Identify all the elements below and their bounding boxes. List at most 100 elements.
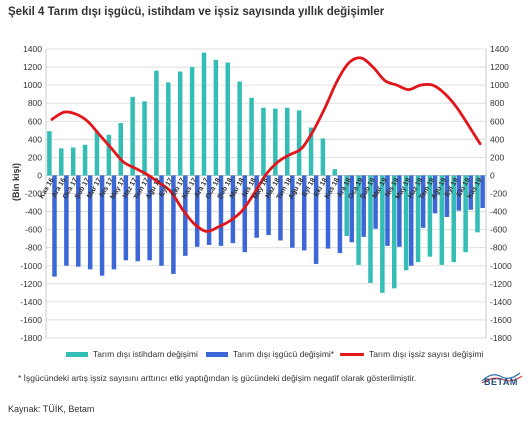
y-tick-label-right: 1400 xyxy=(490,44,509,54)
employment-bar xyxy=(94,131,100,176)
y-tick-label-right: -1200 xyxy=(490,279,512,289)
y-tick-label-right: -600 xyxy=(490,225,507,235)
employment-bar xyxy=(415,175,421,263)
y-tick-label-right: 200 xyxy=(490,152,504,162)
employment-bar xyxy=(189,67,195,176)
chart-title: Şekil 4 Tarım dışı işgücü, istihdam ve i… xyxy=(8,6,385,18)
y-tick-label-left: -800 xyxy=(25,243,42,253)
y-tick-label-left: -1200 xyxy=(20,279,42,289)
laborforce-bar xyxy=(111,175,117,270)
employment-bar xyxy=(368,175,373,283)
y-tick-label-left: 400 xyxy=(28,134,42,144)
laborforce-bar xyxy=(135,175,140,262)
y-tick-label-left: 200 xyxy=(28,152,42,162)
y-tick-label-right: 400 xyxy=(490,134,504,144)
employment-bar xyxy=(237,81,242,176)
legend-item-laborforce: Tarım dışı işgücü değişimi* xyxy=(206,349,334,359)
y-tick-label-right: -200 xyxy=(490,189,507,199)
laborforce-bar xyxy=(123,175,129,261)
y-tick-label-right: 0 xyxy=(490,170,495,180)
y-tick-label-left: 1400 xyxy=(23,44,42,54)
y-tick-label-right: -1600 xyxy=(490,315,512,325)
y-tick-label-left: 800 xyxy=(28,98,42,108)
employment-bar xyxy=(213,59,219,176)
employment-bar xyxy=(201,52,207,176)
y-axis-right: 1400 1200 1000 800 600 400 200 0 -200 -400 -600 -80… xyxy=(490,44,512,343)
y-tick-label-right: -400 xyxy=(490,207,507,217)
employment-bar xyxy=(344,175,349,236)
laborforce-bar xyxy=(159,175,164,266)
betam-logo: BETAM xyxy=(480,369,524,387)
employment-bar xyxy=(356,175,361,265)
chart-canvas: 1400 1200 1000 800 600 400 200 0 -200 -400 -600 -80… xyxy=(11,44,512,343)
y-tick-label-right: 600 xyxy=(490,116,504,126)
laborforce-bar xyxy=(325,175,331,249)
laborforce-bar xyxy=(147,175,152,261)
footnote: * İşgücündeki artış işsiz sayısını arttı… xyxy=(18,373,417,383)
employment-bar xyxy=(225,62,231,176)
laborforce-bar xyxy=(99,175,105,276)
laborforce-bar xyxy=(254,175,259,238)
employment-bar xyxy=(308,127,314,176)
legend-label-laborforce: Tarım dışı işgücü değişimi* xyxy=(233,349,335,359)
y-tick-label-right: -1800 xyxy=(490,333,512,343)
laborforce-bar xyxy=(87,175,93,270)
employment-bar xyxy=(392,175,397,289)
laborforce-bar xyxy=(290,175,295,248)
employment-bar xyxy=(284,107,290,176)
laborforce-bar xyxy=(397,175,402,247)
employment-bar xyxy=(475,175,480,233)
laborforce-bar xyxy=(218,175,224,246)
laborforce-bar xyxy=(444,175,450,217)
source-note: Kaynak: TÜİK, Betam xyxy=(8,404,95,414)
y-tick-label-left: -1800 xyxy=(20,333,42,343)
legend-label-employment: Tarım dışı istihdam değişimi xyxy=(93,349,198,359)
y-tick-label-right: 800 xyxy=(490,98,504,108)
employment-bar xyxy=(47,131,52,176)
y-tick-label-left: 1200 xyxy=(23,62,42,72)
y-axis-left: 1400 1200 1000 800 600 400 200 0 -200 -400 -600 -80… xyxy=(20,44,42,343)
laborforce-bar xyxy=(230,175,236,244)
employment-bar xyxy=(249,97,254,176)
laborforce-bar xyxy=(64,175,69,266)
y-tick-label-left: -1000 xyxy=(20,261,42,271)
laborforce-bar xyxy=(361,175,366,237)
y-tick-label-right: -1400 xyxy=(490,297,512,307)
legend-label-unemployed: Tarım dışı işsiz sayısı değişimi xyxy=(369,349,484,359)
employment-bar xyxy=(166,82,171,176)
laborforce-bar xyxy=(278,175,283,241)
unemployed-line xyxy=(50,56,482,233)
legend-swatch-unemployed xyxy=(340,352,364,356)
laborforce-bar xyxy=(183,175,188,256)
laborforce-bar xyxy=(349,175,355,243)
employment-bar xyxy=(142,101,147,176)
employment-bar xyxy=(177,71,183,176)
laborforce-bar xyxy=(432,175,438,214)
employment-bar xyxy=(70,147,76,176)
y-tick-label-left: -1600 xyxy=(20,315,42,325)
y-tick-label-right: -1000 xyxy=(490,261,512,271)
laborforce-bar xyxy=(468,175,473,210)
employment-bars xyxy=(47,52,480,293)
legend-item-employment: Tarım dışı istihdam değişimi xyxy=(66,349,198,359)
y-tick-label-right: -800 xyxy=(490,243,507,253)
employment-bar xyxy=(130,96,135,176)
y-tick-label-left: -400 xyxy=(25,207,42,217)
y-tick-label-left: 600 xyxy=(28,116,42,126)
legend: Tarım dışı istihdam değişimi Tarım dışı … xyxy=(0,349,530,363)
employment-bar xyxy=(154,70,159,176)
laborforce-bar xyxy=(206,175,212,245)
laborforce-bars xyxy=(52,175,485,277)
employment-bar xyxy=(320,138,326,176)
laborforce-bar xyxy=(420,175,426,228)
y-tick-label-left: -600 xyxy=(25,225,42,235)
legend-swatch-employment xyxy=(66,351,88,357)
y-axis-label: (Bin kişi) xyxy=(11,163,21,201)
laborforce-bar xyxy=(385,175,390,246)
laborforce-bar xyxy=(301,175,307,251)
employment-bar xyxy=(451,175,456,263)
legend-item-unemployed: Tarım dışı işsiz sayısı değişimi xyxy=(340,349,483,359)
laborforce-bar xyxy=(480,175,485,208)
y-tick-label-right: 1000 xyxy=(490,80,509,90)
employment-bar xyxy=(380,175,385,293)
